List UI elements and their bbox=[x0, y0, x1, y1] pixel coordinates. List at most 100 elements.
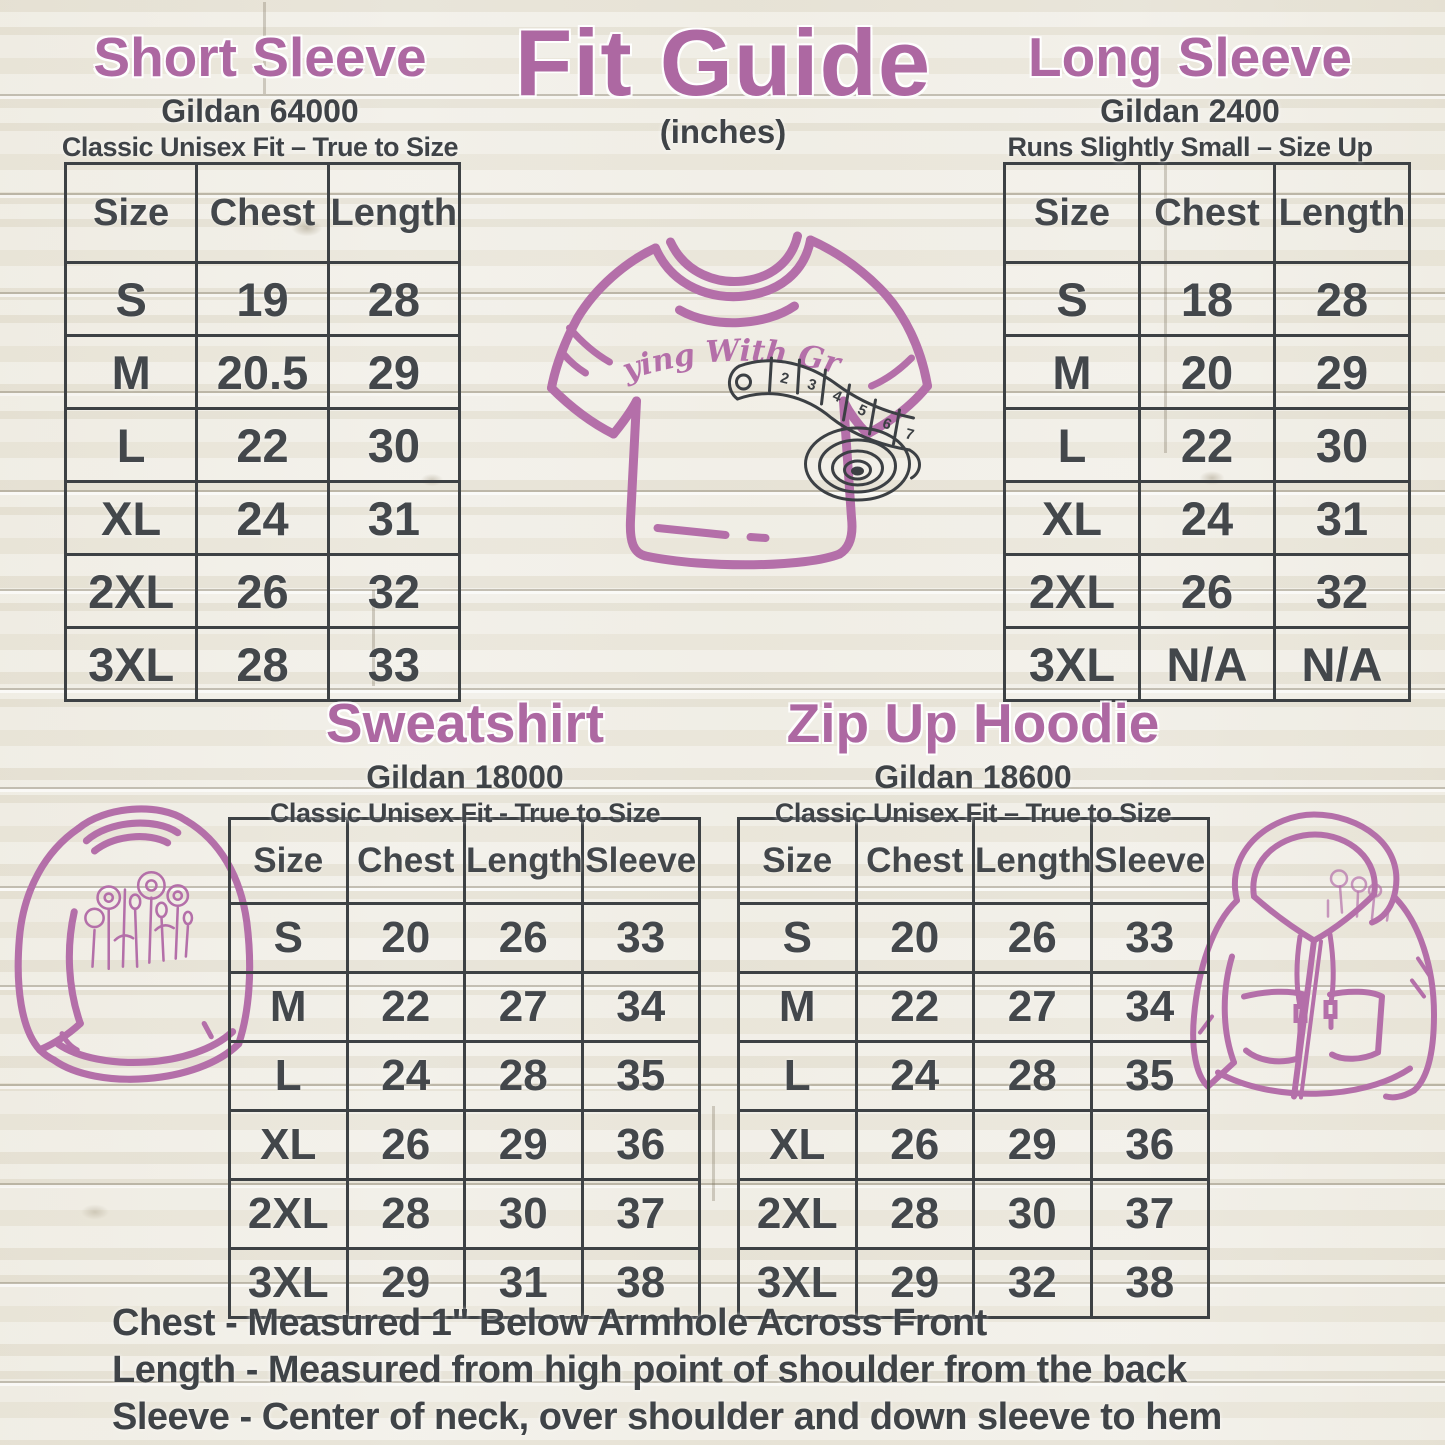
table-cell: 27 bbox=[972, 971, 1093, 1043]
table-cell: 2XL bbox=[737, 1178, 858, 1250]
table-row: 3XL 29 32 38 bbox=[737, 1247, 1210, 1319]
measurement-notes: Chest - Measured 1" Below Armhole Across… bbox=[112, 1300, 1422, 1441]
table-cell: 24 bbox=[1138, 480, 1276, 556]
table-row: 3XL 28 33 bbox=[63, 626, 462, 702]
table-cell: L bbox=[228, 1040, 349, 1112]
table-cell: 32 bbox=[326, 553, 462, 629]
table-cell: 36 bbox=[1089, 1109, 1210, 1181]
table-cell: S bbox=[1003, 261, 1141, 337]
table-cell: 26 bbox=[463, 902, 584, 974]
table-cell: 31 bbox=[463, 1247, 584, 1319]
table-cell: 3XL bbox=[228, 1247, 349, 1319]
table-header-row: Size Chest Length Sleeve bbox=[228, 817, 701, 905]
table-cell: 33 bbox=[326, 626, 462, 702]
wildflowers-graphic bbox=[84, 870, 194, 970]
table-cell: 31 bbox=[326, 480, 462, 556]
table-cell: 18 bbox=[1138, 261, 1276, 337]
zip-hoodie-model: Gildan 18600 bbox=[874, 759, 1072, 795]
table-row: 2XL 28 30 37 bbox=[228, 1178, 701, 1250]
table-cell: 29 bbox=[326, 334, 462, 410]
sweatshirt-title: Sweatshirt bbox=[325, 692, 605, 754]
column-header: Size bbox=[1003, 162, 1141, 264]
table-cell: 20 bbox=[1138, 334, 1276, 410]
sleeve-note: Sleeve - Center of neck, over shoulder a… bbox=[112, 1396, 1222, 1438]
table-cell: 26 bbox=[1138, 553, 1276, 629]
table-cell: 29 bbox=[345, 1247, 466, 1319]
table-cell: L bbox=[63, 407, 199, 483]
table-cell: 34 bbox=[1089, 971, 1210, 1043]
svg-text:7: 7 bbox=[904, 425, 916, 444]
zip-hoodie-header: Zip Up Hoodie Gildan 18600 Classic Unise… bbox=[733, 692, 1213, 830]
wood-plank-joint bbox=[263, 2, 266, 94]
table-row: M 20.5 29 bbox=[63, 334, 462, 410]
table-cell: 29 bbox=[972, 1109, 1093, 1181]
column-header: Sleeve bbox=[1089, 817, 1210, 905]
wood-plank-joint bbox=[712, 1106, 715, 1201]
table-cell: 22 bbox=[854, 971, 975, 1043]
table-row: L 24 28 35 bbox=[737, 1040, 1210, 1112]
table-cell: 22 bbox=[1138, 407, 1276, 483]
zip-hoodie-illustration bbox=[1190, 811, 1437, 1101]
table-cell: 37 bbox=[580, 1178, 701, 1250]
table-cell: 35 bbox=[580, 1040, 701, 1112]
table-cell: 24 bbox=[345, 1040, 466, 1112]
table-cell: 28 bbox=[854, 1178, 975, 1250]
table-cell: XL bbox=[737, 1109, 858, 1181]
table-row: XL 24 31 bbox=[1003, 480, 1411, 556]
table-cell: 38 bbox=[580, 1247, 701, 1319]
measuring-tape-illustration bbox=[728, 356, 921, 502]
short-sleeve-fit-note: Classic Unisex Fit – True to Size bbox=[61, 132, 459, 162]
table-cell: 35 bbox=[1089, 1040, 1210, 1112]
table-cell: 2XL bbox=[1003, 553, 1141, 629]
table-cell: N/A bbox=[1138, 626, 1276, 702]
column-header: Length bbox=[972, 817, 1093, 905]
table-cell: 24 bbox=[854, 1040, 975, 1112]
table-row: S 18 28 bbox=[1003, 261, 1411, 337]
table-cell: XL bbox=[63, 480, 199, 556]
svg-text:5: 5 bbox=[855, 401, 870, 420]
table-cell: 33 bbox=[1089, 902, 1210, 974]
table-cell: 34 bbox=[580, 971, 701, 1043]
table-cell: 28 bbox=[326, 261, 462, 337]
table-cell: 29 bbox=[854, 1247, 975, 1319]
table-row: S 19 28 bbox=[63, 261, 462, 337]
table-cell: 37 bbox=[1089, 1178, 1210, 1250]
zip-hoodie-size-table: Size Chest Length Sleeve S 20 26 33 M 22 27 34 L 24 28… bbox=[737, 817, 1210, 1319]
table-row: L 22 30 bbox=[1003, 407, 1411, 483]
table-cell: N/A bbox=[1273, 626, 1411, 702]
table-cell: 24 bbox=[195, 480, 330, 556]
column-header: Chest bbox=[854, 817, 975, 905]
short-sleeve-size-table: Size Chest Length S 19 28 M 20.5 29 L 22 30 XL 24 31 2X… bbox=[63, 162, 462, 702]
hoodie-flowers-graphic bbox=[1326, 869, 1391, 922]
table-cell: 32 bbox=[972, 1247, 1093, 1319]
table-row: L 22 30 bbox=[63, 407, 462, 483]
column-header: Sleeve bbox=[580, 817, 701, 905]
page-title-block: Fit Guide (inches) bbox=[468, 14, 978, 150]
table-row: M 22 27 34 bbox=[228, 971, 701, 1043]
table-cell: S bbox=[737, 902, 858, 974]
table-cell: 20.5 bbox=[195, 334, 330, 410]
table-row: S 20 26 33 bbox=[737, 902, 1210, 974]
table-cell: 28 bbox=[463, 1040, 584, 1112]
table-cell: 20 bbox=[345, 902, 466, 974]
column-header: Chest bbox=[345, 817, 466, 905]
column-header: Size bbox=[63, 162, 199, 264]
table-cell: 3XL bbox=[1003, 626, 1141, 702]
chest-note: Chest - Measured 1" Below Armhole Across… bbox=[112, 1302, 987, 1344]
table-cell: M bbox=[228, 971, 349, 1043]
sweatshirt-header: Sweatshirt Gildan 18000 Classic Unisex F… bbox=[225, 692, 705, 830]
table-cell: 29 bbox=[463, 1109, 584, 1181]
long-sleeve-model: Gildan 2400 bbox=[1100, 93, 1280, 129]
column-header: Chest bbox=[1138, 162, 1276, 264]
table-cell: 27 bbox=[463, 971, 584, 1043]
table-cell: L bbox=[737, 1040, 858, 1112]
table-cell: 20 bbox=[854, 902, 975, 974]
zip-hoodie-title: Zip Up Hoodie bbox=[786, 692, 1160, 754]
table-cell: M bbox=[1003, 334, 1141, 410]
table-cell: L bbox=[1003, 407, 1141, 483]
short-sleeve-title: Short Sleeve bbox=[93, 26, 427, 88]
table-cell: 28 bbox=[972, 1040, 1093, 1112]
page-title-units: (inches) bbox=[659, 113, 787, 150]
svg-text:3: 3 bbox=[805, 376, 818, 395]
